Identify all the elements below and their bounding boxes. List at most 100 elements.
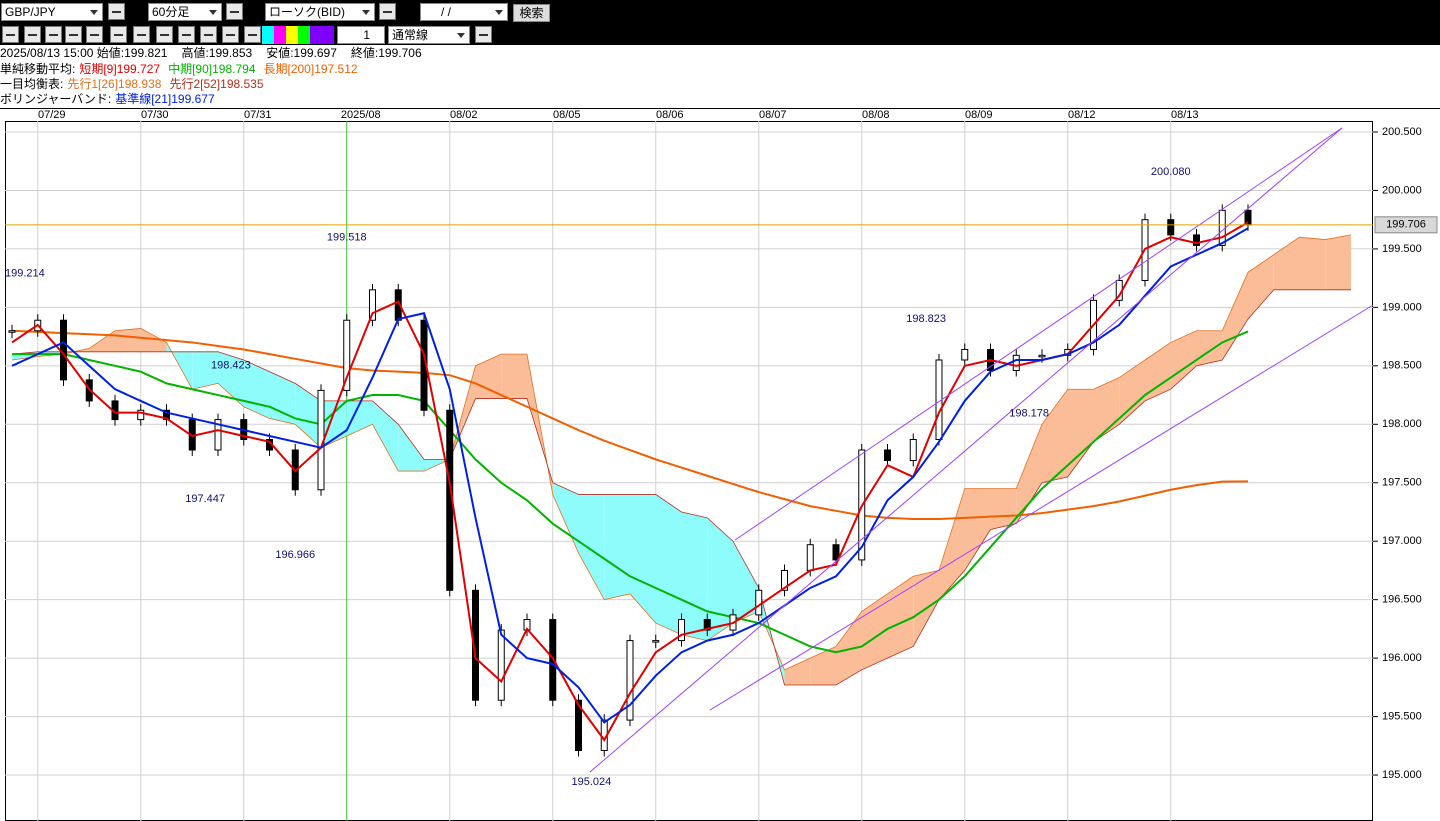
cloud xyxy=(733,541,759,624)
tool-button[interactable] xyxy=(2,26,19,43)
candle xyxy=(343,319,351,391)
cloud xyxy=(1016,424,1042,524)
cloud xyxy=(192,351,218,390)
candle xyxy=(1167,219,1175,236)
candle xyxy=(909,438,917,462)
trend-line xyxy=(709,304,1374,711)
y-tick-label: 200.000 xyxy=(1382,184,1422,196)
timeframe-select[interactable]: 60分足 xyxy=(148,3,222,21)
candle xyxy=(369,289,376,321)
candle xyxy=(961,348,969,361)
legend-entry: 先行2[52]198.535 xyxy=(169,77,267,91)
search-button[interactable]: 検索 xyxy=(513,4,550,22)
cloud xyxy=(578,494,605,600)
symbol-select[interactable]: GBP/JPY xyxy=(1,3,103,21)
tool-button[interactable] xyxy=(156,26,173,43)
cloud xyxy=(218,351,244,407)
legend-group: 一目均衡表: xyxy=(0,77,64,91)
cloud xyxy=(630,494,656,624)
cloud xyxy=(810,646,836,686)
chart-kind-select[interactable]: ローソク(BID) xyxy=(265,3,375,21)
x-tick-label: 08/08 xyxy=(862,109,890,121)
cloud xyxy=(784,658,811,686)
legend-entry: 短期[9]199.727 xyxy=(79,62,164,76)
cloud xyxy=(321,400,347,448)
icon-button[interactable] xyxy=(475,26,492,43)
tool-button[interactable] xyxy=(65,26,82,43)
last-price-box xyxy=(1374,216,1438,234)
legend-group: ボリンジャーバンド: xyxy=(0,92,112,106)
cloud xyxy=(836,611,862,686)
ohlc-text: 2025/08/13 15:00 始値:199.821 xyxy=(0,46,168,60)
legend-name: 中期[90] xyxy=(168,62,213,76)
line-series xyxy=(12,330,1249,654)
x-tick-label: 2025/08 xyxy=(341,109,381,121)
tool-button[interactable] xyxy=(86,26,103,43)
price-annotation: 199.518 xyxy=(327,232,367,244)
candle xyxy=(1193,234,1200,246)
x-tick-label: 08/02 xyxy=(450,109,478,121)
candle xyxy=(884,449,891,462)
tool-button[interactable] xyxy=(133,26,150,43)
icon-button[interactable] xyxy=(379,3,396,20)
legend-name: 基準線[21] xyxy=(115,92,172,106)
candle xyxy=(755,589,763,616)
legend-name: 長期[200] xyxy=(263,62,315,76)
price-annotation: 200.080 xyxy=(1151,166,1191,178)
y-tick-label: 197.500 xyxy=(1382,477,1422,489)
cloud xyxy=(269,371,296,425)
candle xyxy=(1012,354,1020,372)
color-swatch[interactable] xyxy=(298,26,310,44)
color-swatch[interactable] xyxy=(286,26,298,44)
tool-button[interactable] xyxy=(110,26,127,43)
candle xyxy=(781,569,788,591)
price-annotation: 195.024 xyxy=(571,776,611,788)
color-swatch[interactable] xyxy=(262,26,274,44)
legend-value: 197.512 xyxy=(314,62,358,76)
tool-button[interactable] xyxy=(24,26,41,43)
legend-row: ボリンジャーバンド: 基準線[21]199.677 xyxy=(0,92,223,107)
cloud xyxy=(475,354,502,399)
cloud xyxy=(1042,389,1068,483)
legend-value: 198.535 xyxy=(220,77,264,91)
cloud xyxy=(655,494,682,635)
color-swatch[interactable] xyxy=(310,26,334,44)
legend-value: 198.938 xyxy=(118,77,162,91)
x-tick-label: 08/05 xyxy=(553,109,581,121)
tool-button[interactable] xyxy=(244,26,261,43)
line-series xyxy=(11,289,1351,686)
icon-button[interactable] xyxy=(108,3,125,20)
cloud xyxy=(1299,237,1326,290)
cloud xyxy=(1196,330,1223,366)
legend-entry: 長期[200]197.512 xyxy=(264,62,362,76)
candle xyxy=(214,419,222,451)
ohlc-text: 終値:199.706 xyxy=(350,46,422,60)
icon-button[interactable] xyxy=(226,3,243,20)
cloud xyxy=(501,354,527,399)
color-swatch[interactable] xyxy=(274,26,286,44)
line-series xyxy=(11,329,1249,520)
tool-button[interactable] xyxy=(200,26,217,43)
cloud xyxy=(604,494,630,600)
line-series xyxy=(11,227,1249,724)
x-tick-label: 08/06 xyxy=(656,109,684,121)
candle xyxy=(60,319,67,381)
candle xyxy=(137,409,145,421)
tool-button[interactable] xyxy=(45,26,62,43)
cloud xyxy=(681,511,708,641)
legend-entry: 基準線[21]199.677 xyxy=(115,92,218,106)
cloud xyxy=(1093,377,1120,442)
tool-button[interactable] xyxy=(178,26,195,43)
x-tick-label: 08/09 xyxy=(965,109,993,121)
legend-value: 199.677 xyxy=(171,92,215,106)
tool-button[interactable] xyxy=(222,26,239,43)
price-annotation: 198.823 xyxy=(906,313,946,325)
legend-row: 一目均衡表: 先行1[26]198.938 先行2[52]198.535 xyxy=(0,77,272,92)
line-style-select[interactable]: 通常線 xyxy=(388,26,470,44)
y-tick-label: 200.500 xyxy=(1382,126,1422,138)
date-input[interactable]: / / xyxy=(420,3,508,21)
x-tick-label: 08/07 xyxy=(759,109,787,121)
candle xyxy=(497,629,505,701)
count-input[interactable]: 1 xyxy=(337,26,385,44)
